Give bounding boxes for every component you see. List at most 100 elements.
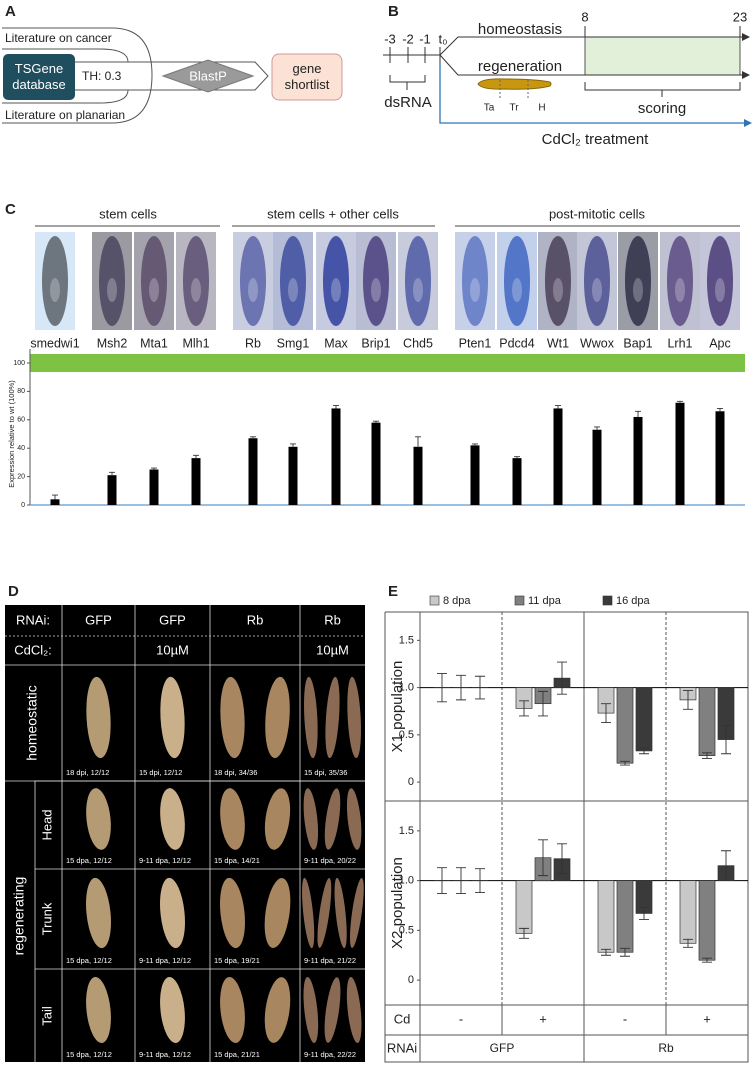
bar: [553, 408, 563, 505]
worm-photo: [302, 877, 315, 949]
error-bar: [702, 957, 712, 963]
y-tick-label: 1.0: [399, 875, 414, 887]
error-bar: [514, 456, 520, 459]
error-bar: [373, 420, 379, 423]
region-label: Tr: [509, 103, 519, 114]
group-label: stem cells: [99, 206, 157, 221]
arrow-head: [744, 119, 752, 127]
error-bar: [333, 405, 339, 409]
worm-photo: [265, 676, 290, 759]
error-bar: [557, 843, 567, 875]
error-bar: [456, 867, 466, 894]
worm-photo: [324, 788, 341, 850]
y-tick-label: 0.5: [399, 729, 414, 741]
error-bar: [538, 839, 548, 877]
text: homeostasis: [478, 21, 562, 38]
gene-image-worm: [707, 236, 733, 326]
row-label: Tail: [39, 1006, 54, 1026]
worm-photo: [160, 676, 185, 759]
error-bar: [475, 675, 485, 700]
worm-photo: [304, 676, 318, 759]
x-tick-label: smedwi1: [30, 336, 79, 350]
panel-label: B: [388, 3, 399, 20]
day-label: 23: [733, 9, 747, 24]
error-bar: [721, 850, 731, 882]
database-box: [3, 54, 75, 100]
error-bar: [519, 700, 529, 717]
group-label: post-mitotic cells: [549, 206, 646, 221]
photo-caption: 9-11 dpa, 12/12: [139, 1050, 191, 1059]
error-bar: [639, 747, 649, 755]
bar: [331, 408, 341, 505]
treatment-line: [439, 63, 745, 124]
table-header: RNAi: [387, 1040, 417, 1055]
error-bar: [193, 454, 199, 459]
text: Literature on cancer: [5, 31, 112, 45]
error-bar: [437, 867, 447, 894]
bar: [592, 429, 602, 505]
gene-image-pharynx: [331, 278, 341, 302]
gene-image-worm: [667, 236, 693, 326]
gene-image-worm: [42, 236, 68, 326]
error-bar: [721, 724, 731, 755]
legend-label: 16 dpa: [616, 595, 651, 607]
y-tick-label: 40: [17, 445, 25, 452]
y-tick-label: 80: [17, 388, 25, 395]
photo-caption: 9-11 dpa, 20/22: [304, 856, 356, 865]
y-tick-label: 1.0: [399, 682, 414, 694]
error-bar: [290, 443, 296, 447]
x-tick-label: +: [539, 1011, 547, 1026]
worm-photo: [220, 788, 245, 850]
x-tick-label: Lrh1: [667, 336, 692, 350]
worm-photo: [347, 676, 361, 759]
photo-caption: 15 dpa, 12/12: [66, 856, 112, 865]
gene-image-pharynx: [248, 278, 258, 302]
day-label: t₀: [438, 31, 447, 46]
bar: [515, 880, 533, 934]
bar: [633, 416, 643, 505]
legend-label: 8 dpa: [443, 595, 471, 607]
error-bar: [594, 426, 600, 430]
flow-band: [75, 61, 269, 91]
text: scoring: [638, 100, 686, 117]
y-axis-label: X1 population: [389, 661, 406, 753]
error-bar: [717, 407, 723, 412]
y-tick-label: 0: [408, 776, 414, 788]
worm-photo: [86, 788, 111, 850]
gene-image-worm: [183, 236, 209, 326]
x-tick-label: Brip1: [361, 336, 390, 350]
legend-swatch: [429, 595, 440, 606]
worm-photo: [346, 977, 362, 1043]
bar: [371, 422, 381, 505]
x-tick-label: Bap1: [623, 336, 652, 350]
gene-image-pharynx: [592, 278, 602, 302]
bar: [149, 469, 159, 505]
text: regeneration: [478, 58, 562, 75]
y-tick-label: 0: [21, 502, 25, 509]
worm-photo: [220, 676, 245, 759]
gene-image-worm: [584, 236, 610, 326]
day-label: 8: [581, 9, 588, 24]
worm-photo: [86, 977, 111, 1043]
error-bar: [472, 443, 478, 446]
bar: [413, 446, 423, 505]
x-tick-label: -: [459, 1011, 463, 1026]
row-label: homeostatic: [24, 685, 40, 760]
gene-image-pharynx: [50, 278, 60, 302]
timeline: [383, 26, 742, 76]
gene-image-pharynx: [371, 278, 381, 302]
panel-label: C: [5, 201, 16, 218]
y-tick-label: 100: [13, 360, 25, 367]
cut-line: [499, 80, 529, 98]
error-bar: [415, 436, 421, 447]
legend-swatch: [602, 595, 613, 606]
photo-caption: 15 dpa, 21/21: [214, 1050, 260, 1059]
worm-photo: [86, 877, 111, 949]
column-header: Rb: [247, 612, 264, 627]
error-bar: [555, 405, 561, 409]
error-bar: [538, 690, 548, 717]
x-tick-label: Wwox: [580, 336, 615, 350]
panel-label: A: [5, 3, 16, 20]
bar: [512, 458, 522, 505]
y-tick-label: 20: [17, 473, 25, 480]
